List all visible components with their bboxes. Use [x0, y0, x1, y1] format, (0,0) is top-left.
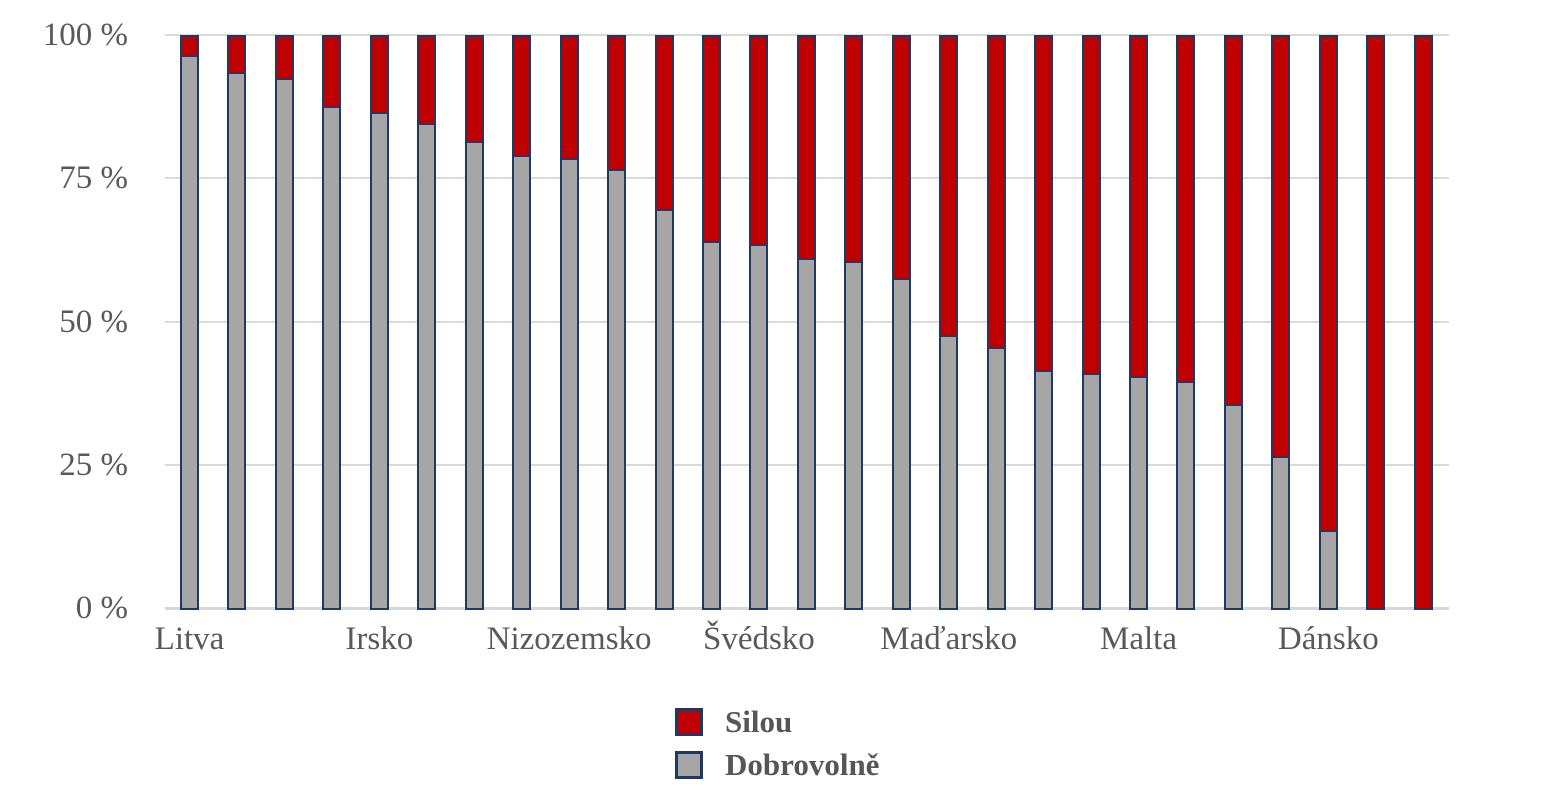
bar-country-22 [1176, 35, 1196, 610]
bar-country-19 [1034, 35, 1054, 610]
bar-country-24 [1271, 35, 1291, 610]
legend-item-silou: Silou [675, 705, 879, 739]
bar-segment-dobrovolne [988, 346, 1004, 608]
x-axis-label-Švédsko: Švédsko [702, 621, 815, 657]
bar-country-23 [1223, 35, 1243, 610]
bar-segment-dobrovolne [276, 77, 292, 608]
bar-segment-dobrovolne [419, 123, 435, 608]
bar-segment-dobrovolne [656, 209, 672, 608]
bar-segment-dobrovolne [1225, 404, 1241, 608]
bar-Malta [1129, 35, 1148, 610]
bar-Irsko [369, 35, 389, 610]
bar-segment-dobrovolne [514, 154, 530, 608]
bar-segment-dobrovolne [703, 240, 719, 608]
bar-segment-dobrovolne [1320, 530, 1336, 608]
bar-country-4 [322, 35, 342, 610]
bar-segment-dobrovolne [1036, 369, 1052, 608]
bar-Dánsko [1318, 35, 1338, 610]
bar-country-6 [417, 35, 437, 610]
legend-label-silou: Silou [725, 704, 793, 739]
bar-country-12 [701, 35, 721, 610]
x-axis-label-Malta: Malta [1100, 621, 1177, 657]
legend-item-dobrovolne: Dobrovolně [675, 748, 879, 782]
bar-segment-dobrovolne [1273, 455, 1289, 608]
bar-country-10 [607, 35, 627, 610]
x-axis-label-Litva: Litva [154, 621, 225, 657]
legend: Silou Dobrovolně [675, 705, 879, 791]
bar-Litva [180, 35, 199, 610]
bar-segment-dobrovolne [798, 258, 814, 608]
y-axis-tick-label: 100 % [42, 17, 128, 53]
bar-country-20 [1081, 35, 1101, 610]
bar-country-2 [227, 35, 247, 610]
bar-segment-dobrovolne [1178, 381, 1194, 608]
bar-country-11 [654, 35, 674, 610]
bar-segment-dobrovolne [893, 278, 909, 608]
bar-country-26 [1366, 35, 1386, 610]
bar-country-27 [1413, 35, 1433, 610]
x-axis-label-Dánsko: Dánsko [1277, 621, 1379, 657]
legend-swatch-silou [675, 708, 703, 736]
bar-segment-dobrovolne [1131, 375, 1146, 608]
y-axis-tick-label: 0 % [75, 590, 128, 626]
bar-segment-dobrovolne [941, 335, 957, 608]
legend-swatch-dobrovolne [675, 751, 703, 779]
bar-Švédsko [749, 35, 769, 610]
bar-segment-dobrovolne [751, 243, 767, 608]
x-axis-label-Irsko: Irsko [345, 621, 414, 657]
x-axis-label-Nizozemsko: Nizozemsko [486, 621, 652, 657]
bar-segment-dobrovolne [561, 157, 577, 608]
bar-segment-dobrovolne [846, 260, 862, 608]
y-axis-tick-label: 25 % [59, 446, 128, 483]
bar-Maďarsko [939, 35, 959, 610]
bar-segment-dobrovolne [229, 71, 245, 608]
legend-label-dobrovolne: Dobrovolně [725, 747, 880, 782]
bar-segment-dobrovolne [609, 169, 625, 608]
bar-country-14 [796, 35, 816, 610]
x-axis-label-Maďarsko: Maďarsko [880, 621, 1018, 657]
y-axis-tick-label: 50 % [59, 303, 128, 340]
bar-country-18 [986, 35, 1006, 610]
bar-country-15 [844, 35, 864, 610]
bar-segment-dobrovolne [324, 106, 340, 608]
bar-country-8 [512, 35, 532, 610]
y-axis-tick-label: 75 % [59, 160, 128, 197]
bar-country-3 [274, 35, 294, 610]
bar-country-7 [464, 35, 484, 610]
bar-segment-dobrovolne [466, 140, 482, 608]
bar-Nizozemsko [559, 35, 579, 610]
bar-segment-dobrovolne [182, 54, 197, 608]
bar-segment-dobrovolne [1083, 372, 1099, 608]
bar-segment-dobrovolne [371, 112, 387, 608]
bar-country-16 [891, 35, 911, 610]
